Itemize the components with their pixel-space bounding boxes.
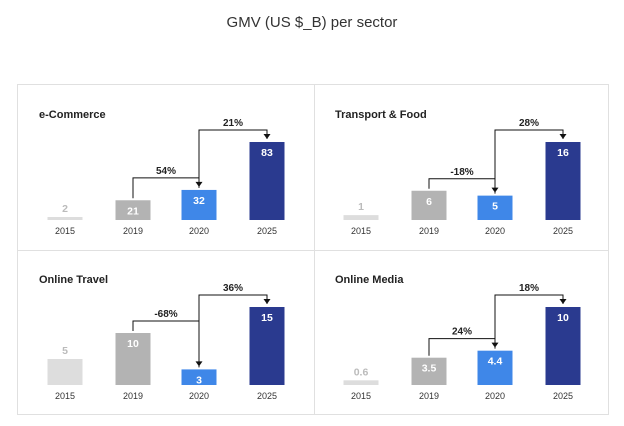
change-label: 24% bbox=[452, 327, 472, 338]
change-arrowhead bbox=[263, 299, 271, 304]
tick-label-2019: 2019 bbox=[123, 226, 143, 236]
panel-title: Online Media bbox=[335, 274, 404, 286]
charts-grid bbox=[17, 84, 609, 415]
change-label: 28% bbox=[519, 118, 539, 129]
tick-label-2019: 2019 bbox=[123, 391, 143, 401]
bar-2020 bbox=[477, 350, 513, 385]
bar-2019 bbox=[115, 200, 151, 220]
bar-2025 bbox=[545, 307, 581, 385]
tick-label-2015: 2015 bbox=[55, 391, 75, 401]
bar-2015 bbox=[343, 380, 379, 385]
value-label-2025: 16 bbox=[557, 147, 569, 159]
value-label-2015: 5 bbox=[62, 345, 68, 357]
change-arrowhead bbox=[559, 134, 567, 139]
chart-title: GMV (US $_B) per sector bbox=[226, 14, 398, 31]
tick-label-2025: 2025 bbox=[553, 226, 573, 236]
bar-2020 bbox=[181, 189, 217, 220]
chart-svg: Transport & Food 1 2015 6 2019 5 2020 16 2025 -18… bbox=[335, 109, 581, 236]
change-arrowhead bbox=[263, 134, 271, 139]
bar-2015 bbox=[343, 215, 379, 220]
bar-2015 bbox=[47, 217, 83, 220]
bar-2020 bbox=[477, 195, 513, 220]
change-label: 21% bbox=[223, 118, 243, 129]
tick-label-2020: 2020 bbox=[485, 391, 505, 401]
bar-2019 bbox=[411, 357, 447, 385]
value-label-2020: 32 bbox=[193, 195, 205, 207]
bar-2025 bbox=[545, 142, 581, 220]
tick-label-2015: 2015 bbox=[55, 226, 75, 236]
tick-label-2020: 2020 bbox=[485, 226, 505, 236]
tick-label-2019: 2019 bbox=[419, 391, 439, 401]
change-label: -18% bbox=[450, 167, 473, 178]
value-label-2015: 1 bbox=[358, 201, 364, 213]
bar-2025 bbox=[249, 307, 285, 385]
chart-svg: Online Travel 5 2015 10 2019 3 2020 15 2025 -68% 3… bbox=[39, 274, 285, 401]
value-label-2020: 3 bbox=[196, 374, 202, 386]
tick-label-2015: 2015 bbox=[351, 226, 371, 236]
change-arrowhead bbox=[559, 299, 567, 304]
value-label-2015: 2 bbox=[62, 203, 68, 215]
grid-divider-horizontal bbox=[18, 250, 608, 251]
value-label-2025: 83 bbox=[261, 147, 273, 159]
value-label-2019: 21 bbox=[127, 205, 139, 217]
value-label-2025: 10 bbox=[557, 312, 569, 324]
tick-label-2019: 2019 bbox=[419, 226, 439, 236]
bar-2019 bbox=[411, 190, 447, 220]
value-label-2019: 6 bbox=[426, 196, 432, 208]
change-label: -68% bbox=[154, 309, 177, 320]
panel-title: Transport & Food bbox=[335, 109, 427, 121]
value-label-2019: 10 bbox=[127, 338, 139, 350]
value-label-2020: 4.4 bbox=[488, 356, 503, 368]
panel-transport-food: Transport & Food 1 2015 6 2019 5 2020 16 2025 -18… bbox=[313, 84, 609, 249]
chart-svg: Online Media 0.6 2015 3.5 2019 4.4 2020 10 2025 2… bbox=[335, 274, 581, 401]
panel-title: e-Commerce bbox=[39, 109, 106, 121]
bar-2015 bbox=[47, 359, 83, 385]
panel-title: Online Travel bbox=[39, 274, 108, 286]
tick-label-2020: 2020 bbox=[189, 391, 209, 401]
tick-label-2015: 2015 bbox=[351, 391, 371, 401]
tick-label-2025: 2025 bbox=[257, 226, 277, 236]
change-label: 18% bbox=[519, 283, 539, 294]
value-label-2025: 15 bbox=[261, 312, 273, 324]
panel-online-travel: Online Travel 5 2015 10 2019 3 2020 15 2025 -68% 3… bbox=[17, 249, 313, 415]
value-label-2020: 5 bbox=[492, 201, 498, 213]
chart-svg: e-Commerce 2 2015 21 2019 32 2020 83 2025 54% 21% bbox=[39, 109, 285, 236]
value-label-2015: 0.6 bbox=[354, 366, 369, 378]
change-label: 54% bbox=[156, 166, 176, 177]
bar-2020 bbox=[181, 369, 217, 385]
tick-label-2025: 2025 bbox=[257, 391, 277, 401]
grid-divider-vertical bbox=[314, 85, 315, 414]
panel-e-commerce: e-Commerce 2 2015 21 2019 32 2020 83 2025 54% 21% bbox=[17, 84, 313, 249]
panel-online-media: Online Media 0.6 2015 3.5 2019 4.4 2020 10 2025 2… bbox=[313, 249, 609, 415]
change-connector bbox=[428, 178, 496, 193]
value-label-2019: 3.5 bbox=[422, 363, 437, 375]
tick-label-2020: 2020 bbox=[189, 226, 209, 236]
change-label: 36% bbox=[223, 283, 243, 294]
bar-2025 bbox=[249, 142, 285, 220]
bar-2019 bbox=[115, 333, 151, 385]
tick-label-2025: 2025 bbox=[553, 391, 573, 401]
